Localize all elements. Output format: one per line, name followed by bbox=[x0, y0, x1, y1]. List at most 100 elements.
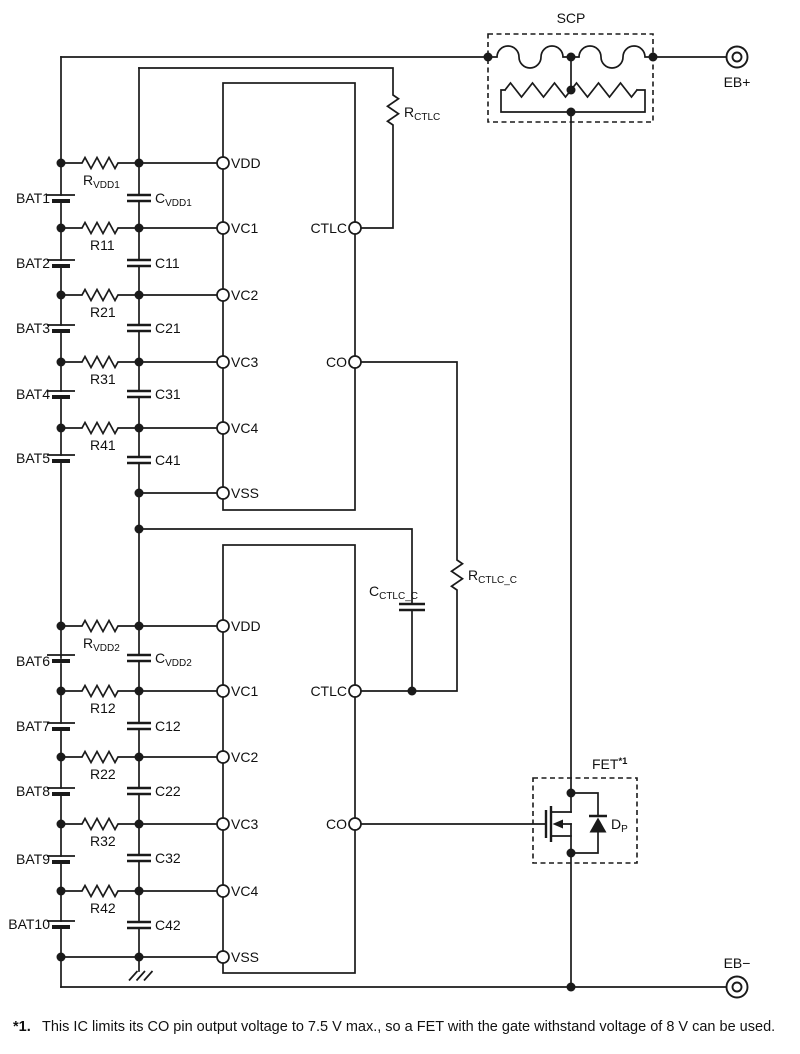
pin-ic1-vss bbox=[216, 486, 230, 500]
resistor-r42 bbox=[60, 883, 140, 899]
resistor-r22 bbox=[60, 749, 140, 765]
ic2-pin-label-vdd: VDD bbox=[231, 618, 261, 634]
rctlc-c-branch bbox=[354, 361, 465, 692]
bat8-label: BAT8 bbox=[16, 783, 50, 799]
pin-ic1-co bbox=[348, 355, 362, 369]
ic2-pin-label-vc4: VC4 bbox=[231, 883, 258, 899]
eb-plus-label: EB+ bbox=[724, 74, 751, 90]
pin-ic2-vc4 bbox=[216, 884, 230, 898]
ic1-pin-label-vc4: VC4 bbox=[231, 420, 258, 436]
resistor-r11 bbox=[60, 220, 140, 236]
c11-label: C11 bbox=[155, 255, 180, 271]
bat2-label: BAT2 bbox=[16, 255, 50, 271]
pin-ic2-ctlc bbox=[348, 684, 362, 698]
r41-label: R41 bbox=[90, 437, 116, 453]
ic2-pin-label-vc1: VC1 bbox=[231, 683, 258, 699]
bat10-label: BAT10 bbox=[8, 916, 50, 932]
cvdd2-label: CVDD2 bbox=[155, 650, 192, 669]
c42-label: C42 bbox=[155, 917, 181, 933]
pin-ic1-ctlc bbox=[348, 221, 362, 235]
fet-label: FET*1 bbox=[592, 756, 628, 772]
body-diode-label: DP bbox=[611, 816, 628, 835]
bat6-label: BAT6 bbox=[16, 653, 50, 669]
rctlc-c-label: RCTLC_C bbox=[468, 567, 517, 586]
pin-ic1-vc3 bbox=[216, 355, 230, 369]
resistor-rvdd1 bbox=[60, 155, 140, 171]
battery-symbols bbox=[47, 194, 75, 929]
eb-plus-terminal bbox=[725, 45, 749, 69]
rvdd2-label: RVDD2 bbox=[83, 635, 120, 654]
c12-label: C12 bbox=[155, 718, 181, 734]
ic2-pin-label-vc3: VC3 bbox=[231, 816, 258, 832]
pin-ic2-vdd bbox=[216, 619, 230, 633]
pin-ic2-vc1 bbox=[216, 684, 230, 698]
resistor-r41 bbox=[60, 420, 140, 436]
ic2-pin-label-co: CO bbox=[326, 816, 347, 832]
pin-ic2-vc3 bbox=[216, 817, 230, 831]
ic1-pin-label-vss: VSS bbox=[231, 485, 259, 501]
footnote: *1. This IC limits its CO pin output volt… bbox=[13, 1019, 775, 1035]
cvdd1-label: CVDD1 bbox=[155, 190, 192, 209]
cctlc-c-label: CCTLC_C bbox=[369, 583, 418, 602]
pin-wires bbox=[60, 162, 224, 958]
eb-minus-label: EB− bbox=[724, 955, 751, 971]
rctlc-branch bbox=[138, 67, 401, 229]
eb-minus-terminal bbox=[725, 975, 749, 999]
bat4-label: BAT4 bbox=[16, 386, 50, 402]
c32-label: C32 bbox=[155, 850, 181, 866]
ic1-pin-label-co: CO bbox=[326, 354, 347, 370]
r22-label: R22 bbox=[90, 766, 116, 782]
junction-dots bbox=[56, 52, 658, 992]
ic2-pin-label-vss: VSS bbox=[231, 949, 259, 965]
pin-ic2-co bbox=[348, 817, 362, 831]
cctlc-c-branch bbox=[138, 528, 413, 692]
bat9-label: BAT9 bbox=[16, 851, 50, 867]
fet-block bbox=[354, 777, 638, 864]
bat3-label: BAT3 bbox=[16, 320, 50, 336]
cctlc-c-plates bbox=[399, 602, 425, 612]
pin-ic1-vdd bbox=[216, 156, 230, 170]
ground-symbol bbox=[128, 970, 154, 982]
resistor-r12 bbox=[60, 683, 140, 699]
ic-pin-circles bbox=[216, 156, 362, 964]
resistor-r32 bbox=[60, 816, 140, 832]
r11-label: R11 bbox=[90, 237, 115, 253]
r12-label: R12 bbox=[90, 700, 116, 716]
bat7-label: BAT7 bbox=[16, 718, 50, 734]
c41-label: C41 bbox=[155, 452, 181, 468]
fet-arrow bbox=[552, 819, 563, 829]
pin-ic1-vc2 bbox=[216, 288, 230, 302]
ic2-pin-label-ctlc: CTLC bbox=[310, 683, 347, 699]
r42-label: R42 bbox=[90, 900, 116, 916]
fet-outline bbox=[532, 777, 638, 864]
ic1-pin-label-vc2: VC2 bbox=[231, 287, 258, 303]
body-diode-branch bbox=[570, 792, 599, 854]
ic2-pin-label-vc2: VC2 bbox=[231, 749, 258, 765]
resistor-rvdd2 bbox=[60, 618, 140, 634]
scp-label: SCP bbox=[557, 10, 586, 26]
ic1-pin-label-vc3: VC3 bbox=[231, 354, 258, 370]
r31-label: R31 bbox=[90, 371, 116, 387]
capacitor-plates bbox=[127, 193, 151, 930]
pin-ic2-vss bbox=[216, 950, 230, 964]
ic1-pin-label-ctlc: CTLC bbox=[310, 220, 347, 236]
bat5-label: BAT5 bbox=[16, 450, 50, 466]
c31-label: C31 bbox=[155, 386, 181, 402]
r21-label: R21 bbox=[90, 304, 116, 320]
bat1-label: BAT1 bbox=[16, 190, 50, 206]
c21-label: C21 bbox=[155, 320, 181, 336]
fet-stubs bbox=[550, 811, 572, 837]
pin-ic2-vc2 bbox=[216, 750, 230, 764]
r32-label: R32 bbox=[90, 833, 116, 849]
rctlc-label: RCTLC bbox=[404, 104, 440, 123]
ic1-pin-label-vc1: VC1 bbox=[231, 220, 258, 236]
c22-label: C22 bbox=[155, 783, 181, 799]
pin-ic1-vc4 bbox=[216, 421, 230, 435]
ic1-pin-label-vdd: VDD bbox=[231, 155, 261, 171]
resistor-r31 bbox=[60, 354, 140, 370]
resistor-r21 bbox=[60, 287, 140, 303]
body-diode-triangle bbox=[589, 817, 607, 833]
rvdd1-label: RVDD1 bbox=[83, 172, 120, 191]
